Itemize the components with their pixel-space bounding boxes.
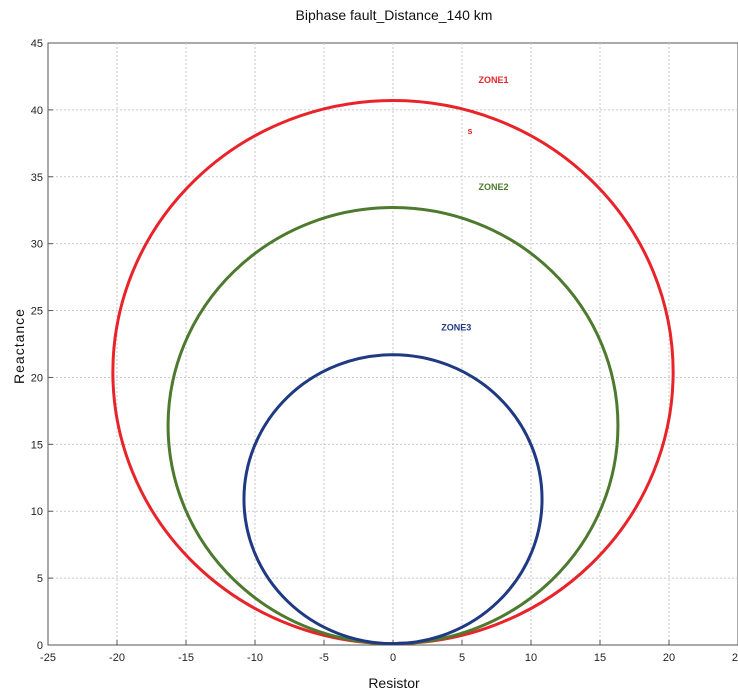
annotation-marker: s <box>468 126 473 136</box>
x-tick-label: 10 <box>525 652 537 664</box>
y-tick-label: 45 <box>31 38 43 50</box>
grid <box>48 43 738 645</box>
y-axis-label: Reactance <box>11 308 27 384</box>
y-tick-label: 10 <box>31 506 43 518</box>
x-tick-label: -10 <box>247 652 263 664</box>
y-tick-label: 40 <box>31 105 43 117</box>
zone-labels: ZONE1 ZONE2 ZONE3 s <box>441 75 508 332</box>
y-tick-label: 30 <box>31 239 43 251</box>
y-tick-label: 5 <box>37 573 43 585</box>
x-tick-label: -15 <box>178 652 194 664</box>
y-tick-label: 35 <box>31 172 43 184</box>
y-tick-label: 0 <box>37 640 43 652</box>
x-tick-label: 0 <box>390 652 396 664</box>
x-axis-label: Resistor <box>368 675 420 691</box>
y-axis-ticks: 0 5 10 15 20 25 30 35 40 45 <box>31 38 53 652</box>
series-zone3-circle <box>242 353 544 646</box>
series-zone1-label: ZONE1 <box>479 75 509 85</box>
x-tick-label: 15 <box>594 652 606 664</box>
x-tick-label: 5 <box>459 652 465 664</box>
x-tick-label: -20 <box>109 652 125 664</box>
y-tick-label: 15 <box>31 439 43 451</box>
series-zone3-label: ZONE3 <box>441 323 471 333</box>
x-tick-label: -25 <box>40 652 56 664</box>
x-axis-ticks: -25 -20 -15 -10 -5 0 5 10 15 20 25 <box>40 640 738 664</box>
x-tick-label: 25 <box>732 652 738 664</box>
y-tick-label: 20 <box>31 372 43 384</box>
series-zone2-label: ZONE2 <box>479 182 509 192</box>
x-tick-label: 20 <box>663 652 675 664</box>
chart-title: Biphase fault_Distance_140 km <box>296 7 493 23</box>
series-group <box>111 99 675 646</box>
y-tick-label: 25 <box>31 306 43 318</box>
x-tick-label: -5 <box>319 652 329 664</box>
